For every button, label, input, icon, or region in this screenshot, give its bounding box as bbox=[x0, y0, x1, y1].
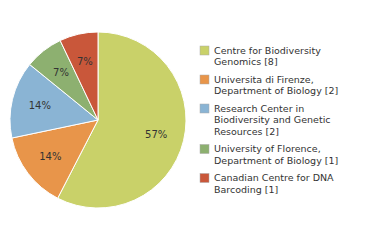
data-label: 7% bbox=[53, 67, 69, 78]
data-label: 7% bbox=[77, 56, 93, 67]
data-label: 14% bbox=[39, 151, 61, 162]
legend-label: Canadian Centre for DNABarcoding [1] bbox=[214, 172, 334, 195]
legend-swatch bbox=[200, 145, 209, 154]
legend-label: Universita di Firenze,Department of Biol… bbox=[214, 74, 338, 97]
legend-label: University of Florence,Department of Bio… bbox=[214, 143, 338, 166]
legend: Centre for BiodiversityGenomics [8] Unive… bbox=[200, 45, 338, 195]
data-label: 14% bbox=[29, 100, 51, 111]
chart-svg: 57% 14% 14% 7% 7% Centre for BiodiversityGeno… bbox=[0, 0, 380, 240]
legend-swatch bbox=[200, 174, 209, 183]
legend-label: Centre for BiodiversityGenomics [8] bbox=[214, 45, 321, 68]
legend-item: University of Florence,Department of Bio… bbox=[200, 143, 338, 166]
chart-container: 57% 14% 14% 7% 7% Centre for BiodiversityGeno… bbox=[0, 0, 380, 240]
data-labels: 57% 14% 14% 7% 7% bbox=[29, 56, 168, 162]
legend-item: Research Center inBiodiversity and Genet… bbox=[200, 103, 331, 137]
data-label: 57% bbox=[145, 129, 167, 140]
legend-swatch bbox=[200, 75, 209, 84]
legend-swatch bbox=[200, 46, 209, 55]
legend-label: Research Center inBiodiversity and Genet… bbox=[214, 103, 331, 137]
pie bbox=[10, 32, 186, 208]
legend-item: Centre for BiodiversityGenomics [8] bbox=[200, 45, 321, 68]
legend-item: Universita di Firenze,Department of Biol… bbox=[200, 74, 338, 97]
legend-swatch bbox=[200, 104, 209, 113]
legend-item: Canadian Centre for DNABarcoding [1] bbox=[200, 172, 334, 195]
